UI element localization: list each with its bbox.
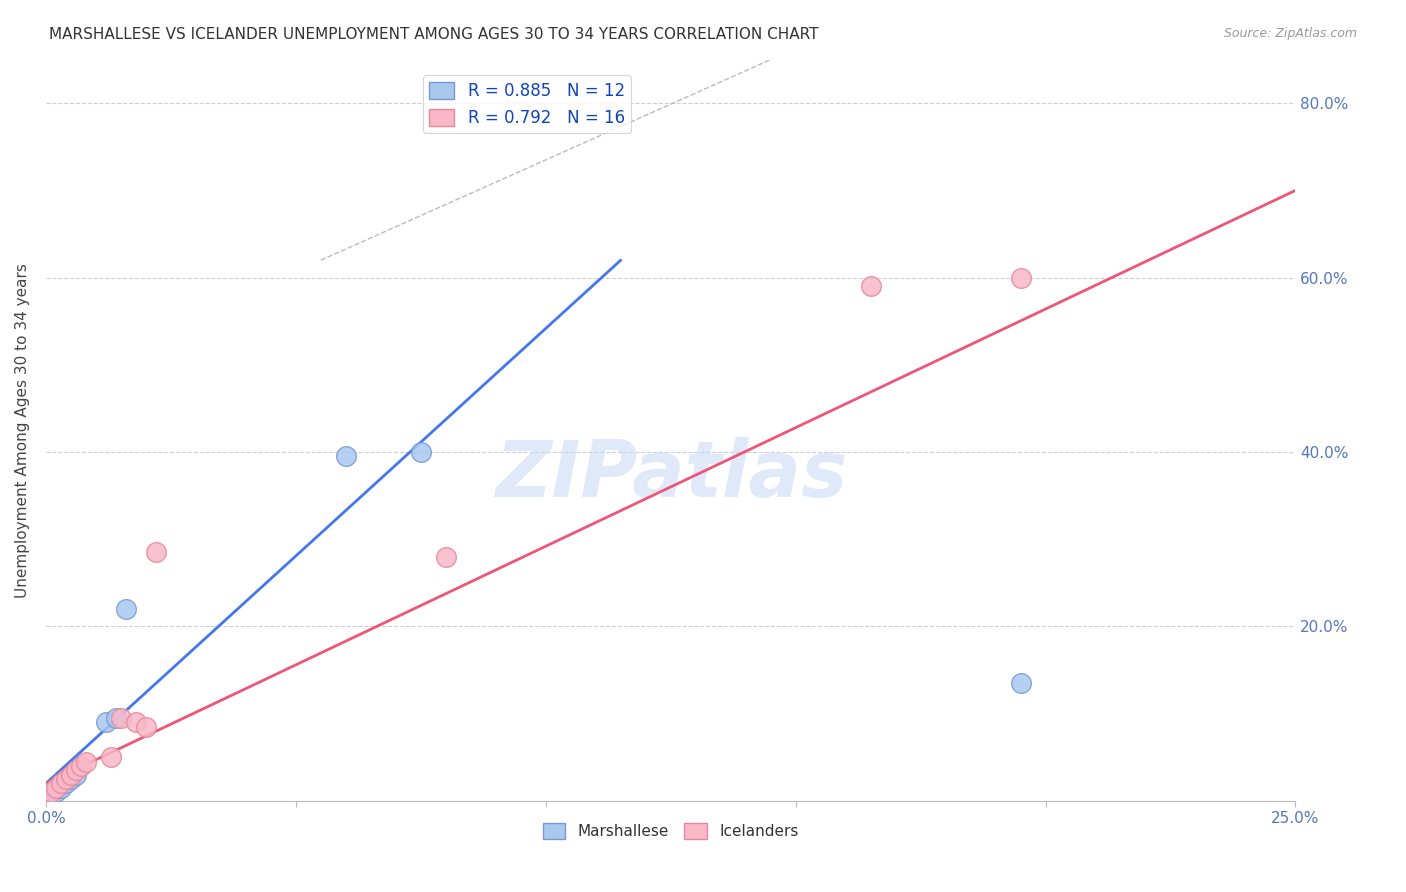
Point <box>335 450 357 464</box>
Point <box>55 772 77 786</box>
Point <box>859 279 882 293</box>
Point <box>100 750 122 764</box>
Point <box>104 711 127 725</box>
Point <box>1010 676 1032 690</box>
Point <box>59 768 82 782</box>
Point <box>110 711 132 725</box>
Point <box>65 764 87 778</box>
Point <box>39 789 62 804</box>
Point <box>59 772 82 786</box>
Point <box>135 720 157 734</box>
Point <box>434 549 457 564</box>
Text: MARSHALLESE VS ICELANDER UNEMPLOYMENT AMONG AGES 30 TO 34 YEARS CORRELATION CHAR: MARSHALLESE VS ICELANDER UNEMPLOYMENT AM… <box>49 27 818 42</box>
Text: ZIPatlas: ZIPatlas <box>495 437 846 513</box>
Point <box>45 780 67 795</box>
Point <box>145 545 167 559</box>
Point <box>49 780 72 795</box>
Legend: Marshallese, Icelanders: Marshallese, Icelanders <box>537 817 806 845</box>
Point <box>39 785 62 799</box>
Point <box>45 785 67 799</box>
Point <box>94 715 117 730</box>
Point <box>70 759 93 773</box>
Point <box>49 776 72 790</box>
Y-axis label: Unemployment Among Ages 30 to 34 years: Unemployment Among Ages 30 to 34 years <box>15 263 30 598</box>
Point <box>1010 270 1032 285</box>
Point <box>409 445 432 459</box>
Text: Source: ZipAtlas.com: Source: ZipAtlas.com <box>1223 27 1357 40</box>
Point <box>75 755 97 769</box>
Point <box>115 602 138 616</box>
Point <box>65 768 87 782</box>
Point <box>125 715 148 730</box>
Point <box>55 776 77 790</box>
